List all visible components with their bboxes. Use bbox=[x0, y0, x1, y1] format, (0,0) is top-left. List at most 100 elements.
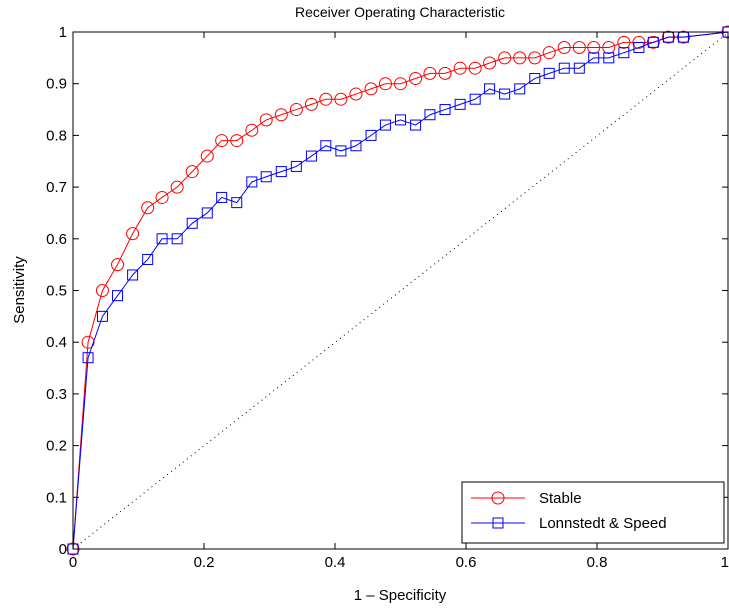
data-point-lonnstedt-speed bbox=[410, 119, 422, 131]
data-point-stable bbox=[542, 46, 556, 60]
data-point-stable bbox=[438, 66, 452, 80]
y-tick-label: 0.3 bbox=[46, 386, 67, 403]
data-point-stable bbox=[453, 61, 467, 75]
data-point-stable bbox=[95, 284, 109, 297]
data-point-stable bbox=[378, 77, 392, 91]
data-point-stable bbox=[617, 35, 631, 49]
legend-label-lonnstedt-speed: Lonnstedt & Speed bbox=[539, 515, 667, 532]
data-point-lonnstedt-speed bbox=[618, 47, 630, 59]
data-point-lonnstedt-speed bbox=[290, 160, 302, 172]
y-tick-label: 0.2 bbox=[46, 438, 67, 455]
data-point-lonnstedt-speed bbox=[201, 207, 213, 219]
series-layer bbox=[66, 25, 729, 556]
data-point-lonnstedt-speed bbox=[573, 62, 585, 74]
y-axis-label: Sensitivity bbox=[11, 256, 28, 324]
data-point-stable bbox=[557, 41, 571, 55]
data-point-lonnstedt-speed bbox=[216, 191, 228, 203]
data-point-lonnstedt-speed bbox=[260, 171, 272, 183]
x-tick-label: 0.4 bbox=[325, 554, 346, 571]
tick-layer: 0 0.2 0.4 0.6 0.8 1 0 0.1 0.2 0.3 0.4 0.5 0.6 0.7 0.8 0… bbox=[46, 24, 729, 571]
data-point-stable bbox=[528, 51, 542, 65]
data-point-stable bbox=[304, 97, 318, 111]
series-line-lonnstedt-speed bbox=[72, 31, 729, 550]
data-point-lonnstedt-speed bbox=[365, 129, 377, 141]
x-tick-label: 1 bbox=[721, 554, 729, 571]
data-point-lonnstedt-speed bbox=[484, 83, 496, 95]
data-point-stable bbox=[319, 92, 333, 106]
legend-marker-lonnstedt-speed bbox=[492, 517, 504, 529]
y-tick-label: 0.4 bbox=[46, 334, 67, 351]
data-point-lonnstedt-speed bbox=[275, 166, 287, 178]
data-point-lonnstedt-speed bbox=[529, 73, 541, 85]
data-point-lonnstedt-speed bbox=[82, 352, 94, 364]
data-point-lonnstedt-speed bbox=[350, 140, 362, 152]
data-point-stable bbox=[155, 190, 169, 204]
y-tick-label: 0.9 bbox=[46, 76, 67, 93]
data-point-stable bbox=[245, 123, 259, 137]
data-point-lonnstedt-speed bbox=[454, 98, 466, 110]
data-point-lonnstedt-speed bbox=[320, 140, 332, 152]
data-point-lonnstedt-speed bbox=[142, 253, 154, 265]
x-tick-label: 0.8 bbox=[587, 554, 608, 571]
data-point-stable bbox=[349, 87, 363, 101]
data-point-stable bbox=[289, 103, 303, 117]
data-point-lonnstedt-speed bbox=[424, 109, 436, 121]
x-axis-label: 1 – Specificity bbox=[354, 587, 447, 604]
data-point-stable bbox=[468, 61, 482, 75]
legend: Stable Lonnstedt & Speed bbox=[461, 481, 725, 544]
data-point-lonnstedt-speed bbox=[186, 217, 198, 229]
data-point-stable bbox=[423, 66, 437, 80]
data-point-stable bbox=[274, 108, 288, 122]
data-point-stable bbox=[81, 335, 95, 349]
data-point-stable bbox=[259, 113, 273, 127]
y-tick-label: 0.1 bbox=[46, 489, 67, 506]
data-point-lonnstedt-speed bbox=[633, 42, 645, 54]
data-point-lonnstedt-speed bbox=[514, 83, 526, 95]
data-point-lonnstedt-speed bbox=[231, 197, 243, 209]
y-tick-label: 0 bbox=[59, 541, 67, 558]
data-point-lonnstedt-speed bbox=[379, 119, 391, 131]
data-point-stable bbox=[170, 180, 184, 194]
data-point-lonnstedt-speed bbox=[588, 52, 600, 64]
legend-box bbox=[461, 481, 725, 544]
data-point-stable bbox=[646, 35, 660, 49]
data-point-lonnstedt-speed bbox=[112, 290, 124, 302]
legend-label-stable: Stable bbox=[539, 490, 582, 507]
data-point-stable bbox=[602, 41, 616, 55]
data-point-lonnstedt-speed bbox=[171, 233, 183, 245]
data-point-stable bbox=[230, 134, 244, 148]
data-point-stable bbox=[215, 134, 229, 148]
data-point-lonnstedt-speed bbox=[647, 36, 659, 48]
data-point-stable bbox=[632, 35, 646, 49]
data-point-stable bbox=[513, 51, 527, 65]
series-line-stable bbox=[72, 31, 729, 550]
data-point-stable bbox=[409, 72, 423, 86]
data-point-lonnstedt-speed bbox=[499, 88, 511, 100]
y-tick-label: 0.6 bbox=[46, 231, 67, 248]
chart-title: Receiver Operating Characteristic bbox=[295, 4, 505, 20]
data-point-lonnstedt-speed bbox=[558, 62, 570, 74]
data-point-stable bbox=[200, 149, 214, 163]
x-tick-label: 0 bbox=[69, 554, 77, 571]
y-tick-label: 0.8 bbox=[46, 127, 67, 144]
data-point-lonnstedt-speed bbox=[305, 150, 317, 162]
y-tick-label: 0.7 bbox=[46, 179, 67, 196]
data-point-stable bbox=[111, 258, 125, 272]
data-point-lonnstedt-speed bbox=[335, 145, 347, 157]
data-point-lonnstedt-speed bbox=[439, 104, 451, 116]
y-tick-label: 1 bbox=[59, 24, 67, 41]
data-point-stable bbox=[498, 51, 512, 65]
data-point-lonnstedt-speed bbox=[543, 67, 555, 79]
data-point-stable bbox=[334, 92, 348, 106]
x-tick-label: 0.6 bbox=[456, 554, 477, 571]
reference-diagonal-line bbox=[72, 31, 729, 550]
data-point-stable bbox=[141, 201, 155, 215]
data-point-stable bbox=[572, 41, 586, 55]
data-point-lonnstedt-speed bbox=[469, 93, 481, 105]
data-point-stable bbox=[394, 77, 407, 91]
data-point-lonnstedt-speed bbox=[127, 269, 139, 281]
data-point-lonnstedt-speed bbox=[246, 176, 258, 188]
legend-marker-stable bbox=[491, 491, 505, 505]
